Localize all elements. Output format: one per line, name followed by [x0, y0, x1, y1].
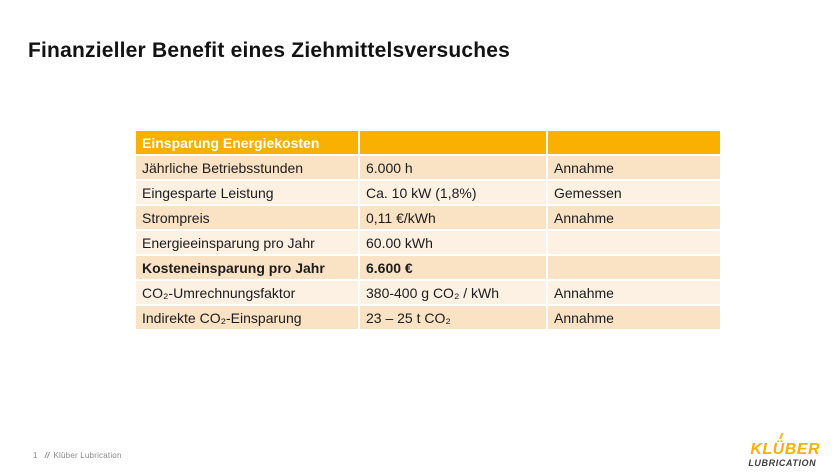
- row-note-cell: [548, 256, 720, 279]
- row-note-cell: Gemessen: [548, 181, 720, 204]
- row-label-cell: Indirekte CO₂-Einsparung: [136, 306, 358, 329]
- table-row: Energieeinsparung pro Jahr 60.00 kWh: [136, 231, 720, 254]
- row-label-cell: Jährliche Betriebsstunden: [136, 156, 358, 179]
- row-note-cell: Annahme: [548, 281, 720, 304]
- page-number: 1: [33, 451, 38, 460]
- table-header-row: Einsparung Energiekosten: [136, 131, 720, 154]
- row-value-cell: 6.600 €: [360, 256, 546, 279]
- row-value-cell: 6.000 h: [360, 156, 546, 179]
- table-header-empty-value: [360, 131, 546, 154]
- footer: 1 //Klüber Lubrication: [33, 451, 122, 460]
- table-header-empty-note: [548, 131, 720, 154]
- energy-savings-table: Einsparung Energiekosten Jährliche Betri…: [134, 129, 722, 331]
- table-row: Jährliche Betriebsstunden 6.000 h Annahm…: [136, 156, 720, 179]
- row-value-cell: 0,11 €/kWh: [360, 206, 546, 229]
- klueber-logo: // KLÜBER LUBRICATION: [748, 432, 820, 468]
- logo-slashes-icon: //: [779, 432, 782, 442]
- row-note-cell: Annahme: [548, 156, 720, 179]
- table-row: Eingesparte Leistung Ca. 10 kW (1,8%) Ge…: [136, 181, 720, 204]
- logo-sub-text: LUBRICATION: [748, 457, 817, 468]
- footer-company: Klüber Lubrication: [53, 451, 122, 460]
- table-row: Indirekte CO₂-Einsparung 23 – 25 t CO₂ A…: [136, 306, 720, 329]
- table-row-highlight: Kosteneinsparung pro Jahr 6.600 €: [136, 256, 720, 279]
- table-row: CO₂-Umrechnungsfaktor 380-400 g CO₂ / kW…: [136, 281, 720, 304]
- row-value-cell: 23 – 25 t CO₂: [360, 306, 546, 329]
- row-note-cell: [548, 231, 720, 254]
- row-label-cell: Strompreis: [136, 206, 358, 229]
- row-value-cell: 60.00 kWh: [360, 231, 546, 254]
- row-note-cell: Annahme: [548, 206, 720, 229]
- row-label-cell: Energieeinsparung pro Jahr: [136, 231, 358, 254]
- footer-slashes-icon: //: [44, 451, 50, 460]
- row-value-cell: 380-400 g CO₂ / kWh: [360, 281, 546, 304]
- logo-brand-text: KLÜBER: [750, 440, 820, 458]
- page-title: Finanzieller Benefit eines Ziehmittelsve…: [28, 39, 511, 63]
- row-note-cell: Annahme: [548, 306, 720, 329]
- row-label-cell: CO₂-Umrechnungsfaktor: [136, 281, 358, 304]
- row-label-cell: Kosteneinsparung pro Jahr: [136, 256, 358, 279]
- row-label-cell: Eingesparte Leistung: [136, 181, 358, 204]
- row-value-cell: Ca. 10 kW (1,8%): [360, 181, 546, 204]
- table-row: Strompreis 0,11 €/kWh Annahme: [136, 206, 720, 229]
- table-header-title: Einsparung Energiekosten: [136, 131, 358, 154]
